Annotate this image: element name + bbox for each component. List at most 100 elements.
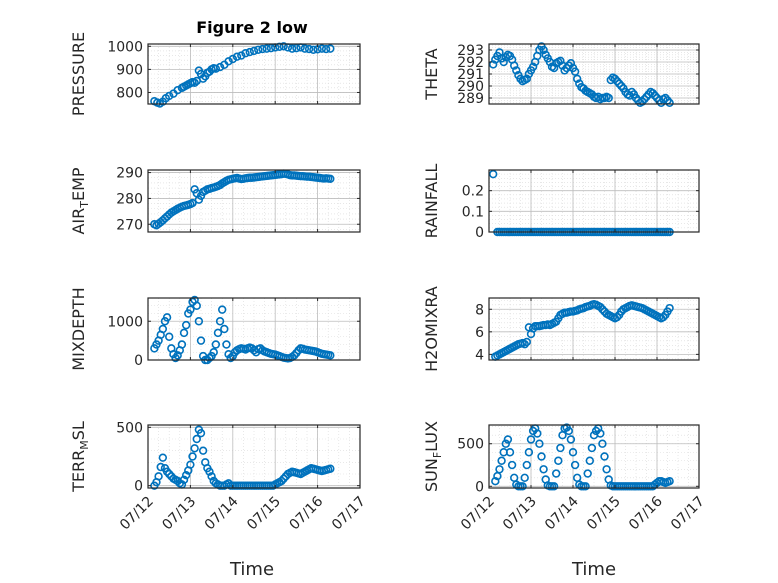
data-point <box>665 98 674 108</box>
subplot-mixdepth: 0 1000 MIXDEPTH <box>69 287 361 371</box>
data-point <box>215 317 225 326</box>
y-axis-label-sun_flux: SUNFLUX <box>422 421 444 492</box>
data-point <box>186 460 195 469</box>
data-point <box>612 312 622 322</box>
data-point <box>162 467 172 476</box>
y-tick-label: 290 <box>116 166 143 182</box>
data-point <box>572 74 582 84</box>
y-axis-label-tail: SL <box>69 421 88 440</box>
data-point <box>156 462 165 472</box>
data-point <box>533 429 542 438</box>
data-point <box>196 428 206 438</box>
data-point <box>524 448 534 457</box>
y-tick-label: 289 <box>457 91 484 107</box>
data-point <box>495 465 504 474</box>
data-point <box>570 460 580 470</box>
data-point <box>258 44 267 54</box>
y-axis-label-tail: EMP <box>69 167 88 201</box>
data-point <box>596 429 605 438</box>
data-point <box>181 470 191 480</box>
data-point <box>162 313 172 322</box>
series-h2omixra <box>491 300 674 361</box>
data-point <box>520 340 529 349</box>
data-point <box>188 452 197 461</box>
subplot-air_temp: 270 280 290 AIRTEMP <box>69 166 361 235</box>
data-point <box>522 74 531 84</box>
data-point <box>602 465 611 474</box>
data-point <box>165 469 174 479</box>
y-axis-label-text: MIXDEPTH <box>69 287 88 370</box>
data-point <box>570 67 580 76</box>
data-point <box>539 465 548 474</box>
y-axis-label-text: AIR <box>69 208 88 235</box>
data-point <box>188 198 197 208</box>
y-axis-label-text: SUN <box>422 458 441 492</box>
data-point <box>198 74 208 83</box>
data-point <box>665 303 674 313</box>
data-point <box>659 312 668 322</box>
axes-frame-mixdepth <box>147 297 361 361</box>
data-point <box>549 63 559 73</box>
y-tick-label: 291 <box>457 67 484 83</box>
data-point <box>489 169 498 179</box>
data-point <box>309 45 318 54</box>
data-point <box>232 52 242 61</box>
data-point <box>604 93 613 103</box>
y-tick-label: 6 <box>475 325 484 341</box>
y-axis-label-h2omixra: H2OMIXRA <box>422 286 441 372</box>
data-point <box>491 476 500 486</box>
data-point <box>224 57 233 66</box>
data-point <box>215 62 225 72</box>
y-tick-label: 0.2 <box>462 184 484 200</box>
data-point <box>262 44 271 53</box>
axes-frame-rainfall <box>488 169 700 233</box>
data-point <box>249 46 259 56</box>
data-point <box>290 351 299 360</box>
y-axis-label-subscript: M <box>78 440 91 450</box>
data-point <box>526 435 536 444</box>
data-point <box>326 44 335 53</box>
data-point <box>507 460 517 470</box>
data-point <box>205 353 214 363</box>
data-point <box>205 467 214 476</box>
data-point <box>512 66 521 75</box>
data-point <box>497 456 506 465</box>
data-point <box>275 42 284 51</box>
data-point <box>279 42 288 51</box>
data-point <box>194 317 204 326</box>
y-tick-label: 270 <box>116 217 143 233</box>
y-tick-label: 500 <box>116 420 143 436</box>
data-point <box>266 43 276 53</box>
data-point <box>173 85 182 95</box>
data-point <box>173 351 182 360</box>
data-point <box>279 474 288 483</box>
data-point <box>549 482 559 491</box>
data-point <box>292 43 301 53</box>
data-point <box>158 453 168 462</box>
data-point <box>196 336 206 345</box>
series-terr_msl <box>150 425 335 490</box>
data-point <box>510 61 519 70</box>
y-axis-label-pressure: PRESSURE <box>69 32 88 116</box>
series-sun_flux <box>491 423 674 491</box>
data-point <box>520 473 529 482</box>
data-point <box>213 328 223 338</box>
y-axis-label-terr_msl: TERRMSL <box>69 421 91 493</box>
y-tick-label: 0 <box>475 225 484 241</box>
data-point <box>321 44 331 54</box>
data-point <box>211 64 221 73</box>
data-point <box>556 443 565 453</box>
data-point <box>539 45 548 55</box>
y-tick-label: 1000 <box>107 39 143 55</box>
data-point <box>556 56 565 65</box>
y-tick-label: 500 <box>457 437 484 453</box>
data-point <box>537 452 546 461</box>
axes-frame-terr_msl <box>147 424 361 489</box>
data-point <box>245 47 254 57</box>
y-axis-label-text: RAINFALL <box>422 164 441 239</box>
x-axis-label-left: Time <box>229 559 274 580</box>
data-point <box>501 439 510 448</box>
data-point <box>190 444 199 453</box>
y-axis-label-theta: THETA <box>422 48 441 100</box>
